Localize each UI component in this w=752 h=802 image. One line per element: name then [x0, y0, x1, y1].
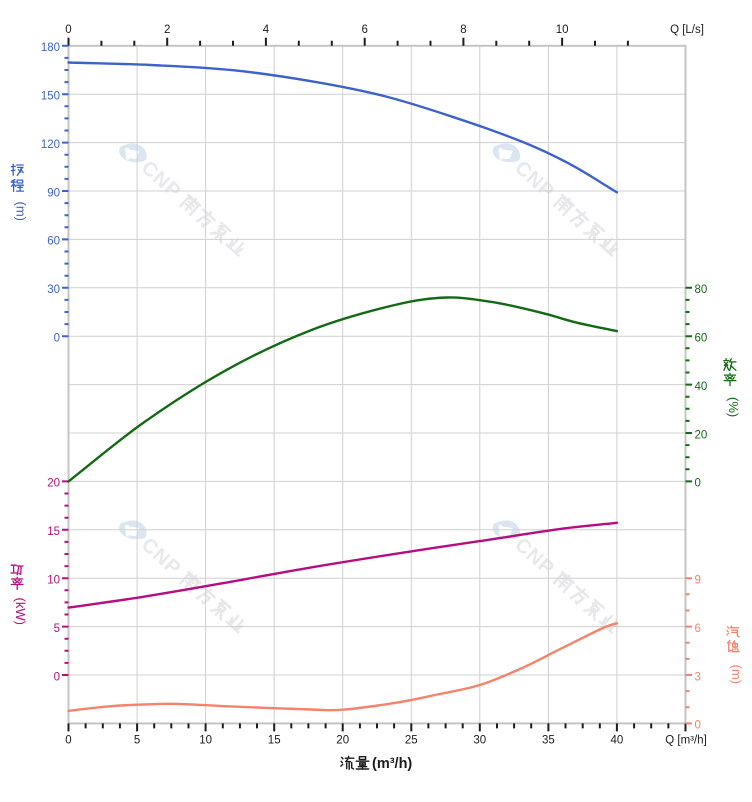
svg-text:25: 25: [405, 735, 418, 747]
svg-text:20: 20: [695, 429, 708, 441]
svg-text:0: 0: [695, 478, 701, 490]
svg-text:10: 10: [47, 575, 60, 587]
svg-text:Q [m³/h]: Q [m³/h]: [665, 735, 707, 747]
svg-text:10: 10: [556, 24, 569, 36]
svg-text:(m³/h): (m³/h): [372, 756, 412, 772]
svg-text:8: 8: [460, 24, 466, 36]
svg-text:35: 35: [542, 735, 555, 747]
svg-text:(m): (m): [14, 202, 29, 222]
svg-text:0: 0: [65, 24, 71, 36]
svg-text:30: 30: [473, 735, 486, 747]
svg-text:6: 6: [695, 623, 701, 635]
svg-text:60: 60: [695, 333, 708, 345]
svg-text:0: 0: [54, 671, 60, 683]
svg-text:Q [L/s]: Q [L/s]: [670, 24, 704, 36]
svg-text:15: 15: [268, 735, 281, 747]
svg-text:60: 60: [47, 236, 60, 248]
svg-text:40: 40: [695, 381, 708, 393]
svg-text:10: 10: [199, 735, 212, 747]
svg-text:0: 0: [54, 333, 60, 345]
svg-text:20: 20: [47, 478, 60, 490]
svg-text:(kW): (kW): [13, 598, 28, 625]
svg-text:0: 0: [695, 720, 701, 732]
svg-text:5: 5: [54, 623, 60, 635]
svg-text:4: 4: [263, 24, 270, 36]
svg-text:90: 90: [47, 187, 60, 199]
svg-text:40: 40: [611, 735, 624, 747]
svg-text:180: 180: [41, 42, 60, 54]
svg-text:2: 2: [164, 24, 170, 36]
svg-text:0: 0: [65, 735, 71, 747]
svg-text:3: 3: [695, 671, 701, 683]
svg-text:6: 6: [361, 24, 367, 36]
svg-text:80: 80: [695, 284, 708, 296]
svg-text:(%): (%): [726, 397, 741, 417]
svg-text:20: 20: [336, 735, 349, 747]
svg-text:120: 120: [41, 139, 60, 151]
svg-text:15: 15: [47, 526, 60, 538]
svg-text:30: 30: [47, 284, 60, 296]
svg-text:5: 5: [134, 735, 140, 747]
svg-text:9: 9: [695, 575, 701, 587]
svg-text:150: 150: [41, 91, 60, 103]
svg-text:(m): (m): [729, 665, 744, 685]
